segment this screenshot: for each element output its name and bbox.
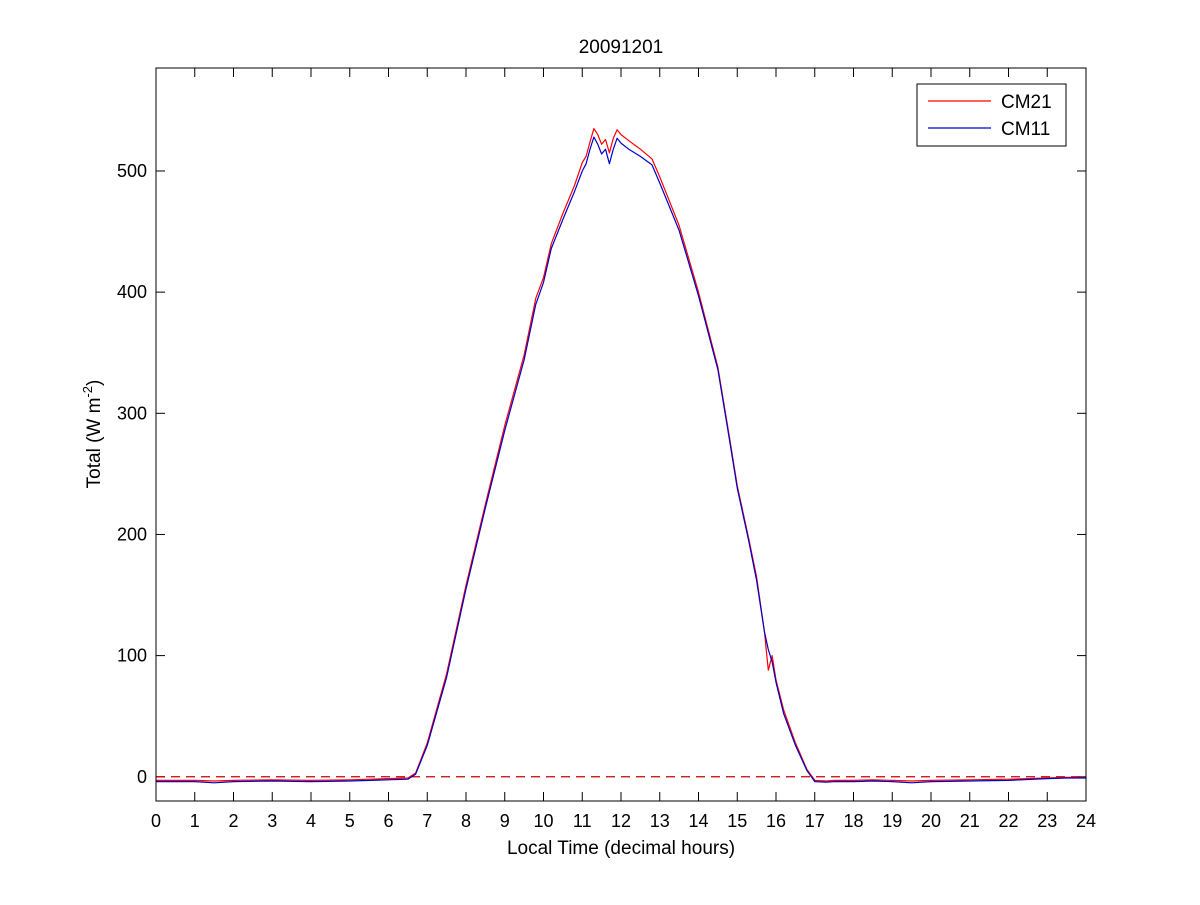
series-lines <box>156 128 1086 784</box>
x-tick-label: 0 <box>151 811 161 831</box>
chart-title: 20091201 <box>579 37 664 58</box>
x-tick-label: 13 <box>650 811 670 831</box>
x-tick-label: 9 <box>500 811 510 831</box>
y-tick-label: 300 <box>117 403 147 423</box>
y-axis-label-main: Total (W m <box>84 398 105 489</box>
series-line-cm21 <box>156 128 1086 782</box>
x-tick-label: 3 <box>267 811 277 831</box>
x-tick-label: 23 <box>1037 811 1057 831</box>
series-line-cm11 <box>156 136 1086 784</box>
y-tick-label: 100 <box>117 646 147 666</box>
x-tick-label: 1 <box>190 811 200 831</box>
x-tick-label: 5 <box>345 811 355 831</box>
x-tick-label: 24 <box>1076 811 1096 831</box>
x-tick-label: 21 <box>960 811 980 831</box>
x-tick-label: 7 <box>422 811 432 831</box>
x-tick-label: 15 <box>727 811 747 831</box>
y-tick-label: 0 <box>137 767 147 787</box>
legend-label-cm21: CM21 <box>1001 92 1052 113</box>
y-axis-label-exponent: -2 <box>80 386 95 398</box>
x-tick-label: 6 <box>383 811 393 831</box>
x-tick-label: 22 <box>998 811 1018 831</box>
x-tick-label: 10 <box>533 811 553 831</box>
legend-box <box>916 83 1067 147</box>
x-tick-label: 8 <box>461 811 471 831</box>
x-tick-label: 11 <box>573 811 592 831</box>
x-tick-label: 4 <box>306 811 316 831</box>
x-tick-label: 14 <box>688 811 708 831</box>
y-tick-label: 200 <box>117 524 147 544</box>
y-tick-label: 500 <box>117 161 147 181</box>
x-tick-label: 16 <box>766 811 786 831</box>
y-axis-label-close: ) <box>84 380 105 386</box>
x-tick-label: 20 <box>921 811 941 831</box>
axes-frame <box>155 67 1087 802</box>
y-ticks: 0 100 200 300 400 500 <box>117 161 1086 787</box>
x-axis-label: Local Time (decimal hours) <box>507 838 735 859</box>
legend: CM21 CM11 <box>916 83 1067 147</box>
legend-label-cm11: CM11 <box>1001 119 1050 140</box>
x-tick-label: 12 <box>611 811 631 831</box>
x-tick-label: 17 <box>805 811 825 831</box>
x-tick-label: 19 <box>882 811 902 831</box>
x-tick-label: 2 <box>228 811 238 831</box>
x-ticks: 0 1 2 3 4 5 6 7 8 9 10 11 12 13 14 15 16 17 18 19 20 21 22 23 24 <box>151 68 1096 831</box>
y-tick-label: 400 <box>117 282 147 302</box>
y-axis-label: Total (W m-2) <box>80 380 105 489</box>
x-tick-label: 18 <box>843 811 863 831</box>
plot-area <box>156 68 1086 801</box>
